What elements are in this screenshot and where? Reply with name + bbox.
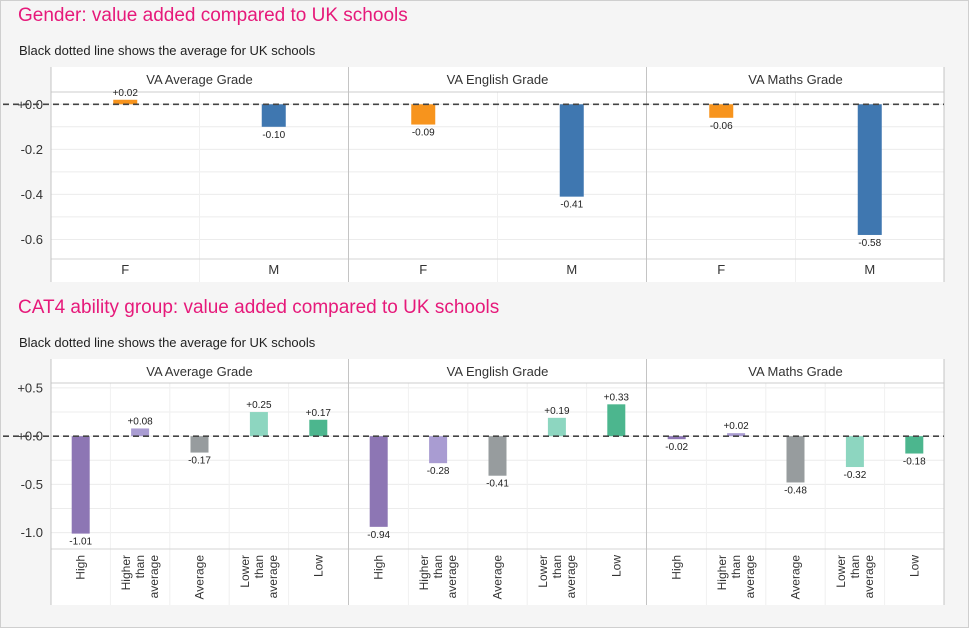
bar-va-english-grade-average	[488, 436, 507, 476]
gender-section-title: Gender: value added compared to UK schoo…	[18, 5, 408, 26]
category-label-higher-than-average: Higherthanaverage	[715, 555, 757, 599]
data-label-va-maths-grade-m: -0.58	[858, 238, 881, 249]
data-label-va-average-grade-m: -0.10	[262, 130, 285, 141]
panel-header-va-maths-grade: VA Maths Grade	[748, 72, 842, 87]
category-label-f: F	[717, 262, 725, 277]
bar-va-english-grade-m	[559, 104, 584, 197]
bar-va-maths-grade-high	[667, 436, 686, 440]
y-tick-label: -1.0	[21, 525, 43, 540]
data-label-va-average-grade-low: +0.17	[306, 408, 332, 419]
data-label-va-maths-grade-average: -0.48	[784, 485, 807, 496]
bar-va-english-grade-lower-than-average	[547, 417, 566, 437]
category-label-higher-than-average: Higherthanaverage	[417, 555, 459, 599]
category-label-high: High	[670, 555, 684, 580]
panel-header-va-maths-grade: VA Maths Grade	[748, 364, 842, 379]
category-label-lower-than-average: Lowerthanaverage	[536, 555, 578, 599]
bar-va-average-grade-higher-than-average	[131, 428, 150, 437]
category-label-m: M	[864, 262, 875, 277]
category-label-average: Average	[491, 555, 505, 600]
y-tick-label: -0.2	[21, 142, 43, 157]
bar-va-average-grade-f	[113, 99, 138, 105]
data-label-va-english-grade-high: -0.94	[367, 530, 390, 541]
panel-header-va-average-grade: VA Average Grade	[146, 72, 252, 87]
bar-va-average-grade-lower-than-average	[249, 412, 268, 437]
bar-va-english-grade-higher-than-average	[429, 436, 448, 464]
data-label-va-average-grade-high: -1.01	[69, 537, 92, 548]
data-label-va-english-grade-average: -0.41	[486, 479, 509, 490]
bar-va-maths-grade-m	[857, 104, 882, 235]
cat4-va-chart: VA Average Grade VA English Grade VA Maths…	[3, 359, 945, 605]
gender-section-subtitle: Black dotted line shows the average for …	[19, 43, 316, 58]
category-label-m: M	[268, 262, 279, 277]
data-label-va-maths-grade-high: -0.02	[665, 442, 688, 453]
y-tick-label: +0.5	[17, 380, 43, 395]
y-tick-label: -0.5	[21, 477, 43, 492]
data-label-va-average-grade-average: -0.17	[188, 456, 211, 467]
category-label-m: M	[566, 262, 577, 277]
category-label-lower-than-average: Lowerthanaverage	[238, 555, 280, 599]
data-label-va-english-grade-m: -0.41	[560, 200, 583, 211]
y-tick-label: +0.0	[17, 97, 43, 112]
data-label-va-average-grade-f: +0.02	[113, 88, 139, 99]
gender-va-chart: VA Average Grade VA English Grade VA Maths…	[3, 67, 945, 282]
panel-background	[51, 359, 348, 605]
cat4-section-title: CAT4 ability group: value added compared…	[18, 297, 500, 318]
category-label-low: Low	[311, 555, 325, 577]
data-label-va-average-grade-higher-than-average: +0.08	[127, 416, 153, 427]
cat4-section-subtitle: Black dotted line shows the average for …	[19, 335, 316, 350]
panel-background	[349, 359, 646, 605]
bar-va-english-grade-f	[411, 104, 436, 125]
category-label-lower-than-average: Lowerthanaverage	[834, 555, 876, 599]
bar-va-maths-grade-f	[709, 104, 734, 118]
y-tick-label: -0.6	[21, 232, 43, 247]
bar-va-average-grade-average	[190, 436, 209, 453]
bar-va-maths-grade-low	[905, 436, 924, 454]
data-label-va-english-grade-higher-than-average: -0.28	[427, 466, 450, 477]
data-label-va-maths-grade-f: -0.06	[710, 121, 733, 132]
bar-va-english-grade-low	[607, 404, 626, 437]
data-label-va-maths-grade-higher-than-average: +0.02	[723, 421, 749, 432]
y-tick-label: +0.0	[17, 429, 43, 444]
category-label-average: Average	[789, 555, 803, 600]
bar-va-maths-grade-lower-than-average	[845, 436, 864, 468]
bar-va-maths-grade-higher-than-average	[727, 433, 746, 437]
panel-header-va-english-grade: VA English Grade	[447, 364, 549, 379]
data-label-va-maths-grade-low: -0.18	[903, 457, 926, 468]
y-tick-label: -0.4	[21, 187, 43, 202]
category-label-higher-than-average: Higherthanaverage	[119, 555, 161, 599]
data-label-va-maths-grade-lower-than-average: -0.32	[844, 470, 867, 481]
bar-va-average-grade-m	[261, 104, 286, 127]
category-label-average: Average	[193, 555, 207, 600]
category-label-f: F	[121, 262, 129, 277]
bar-va-english-grade-high	[369, 436, 388, 527]
panel-header-va-english-grade: VA English Grade	[447, 72, 549, 87]
data-label-va-english-grade-f: -0.09	[412, 128, 435, 139]
data-label-va-english-grade-lower-than-average: +0.19	[544, 406, 570, 417]
category-label-low: Low	[907, 555, 921, 577]
bar-va-maths-grade-average	[786, 436, 805, 483]
category-label-low: Low	[609, 555, 623, 577]
bar-va-average-grade-high	[71, 436, 90, 534]
data-label-va-english-grade-low: +0.33	[604, 392, 630, 403]
data-label-va-average-grade-lower-than-average: +0.25	[246, 400, 272, 411]
panel-header-va-average-grade: VA Average Grade	[146, 364, 252, 379]
bar-va-average-grade-low	[309, 419, 328, 437]
category-label-f: F	[419, 262, 427, 277]
category-label-high: High	[372, 555, 386, 580]
category-label-high: High	[74, 555, 88, 580]
